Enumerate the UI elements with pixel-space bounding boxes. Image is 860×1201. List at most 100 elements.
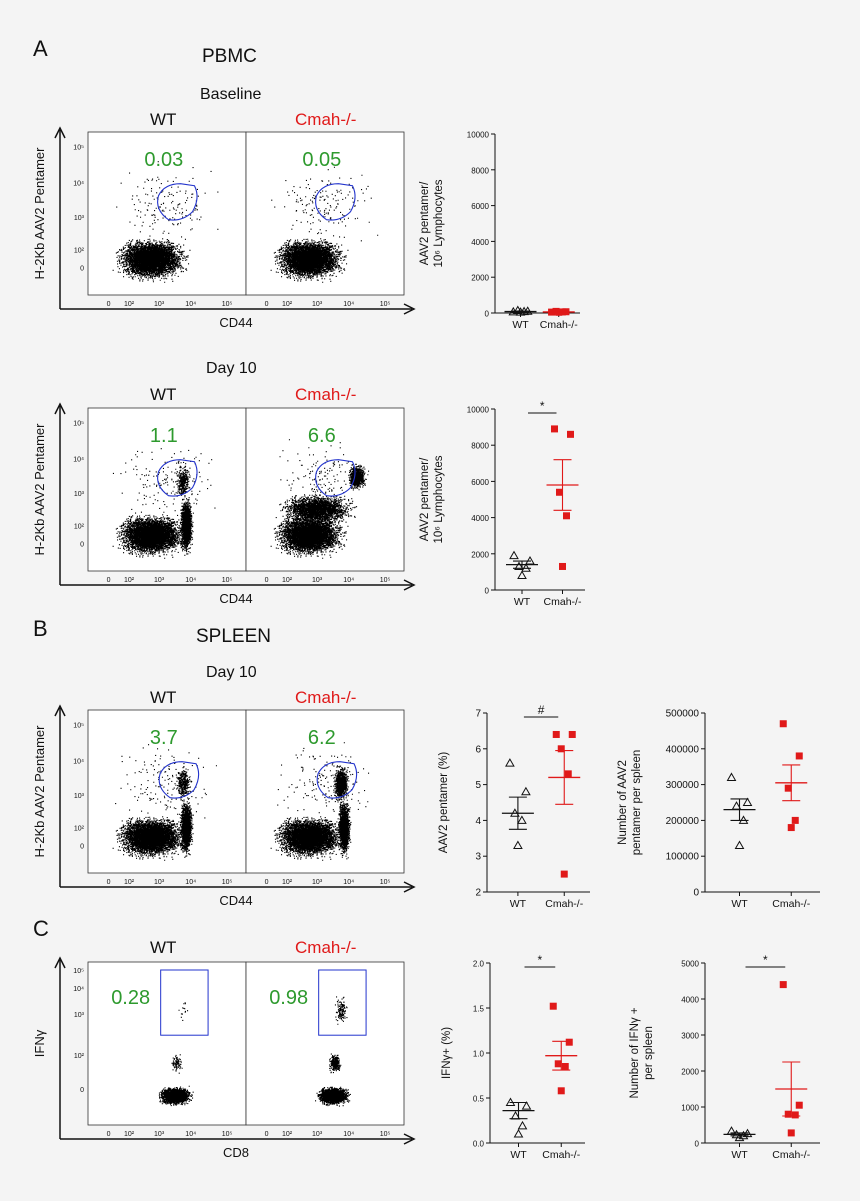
event-cluster (275, 493, 358, 528)
dot-plot-pbmc-day10: 0 2000 4000 6000 8000 10000 WT Cmah-/- AAV2 pent… (419, 399, 585, 608)
event-cluster (333, 765, 349, 803)
data-point (509, 550, 519, 560)
y-tick-label: 10⁵ (73, 968, 84, 975)
dot-plot-spleen-number: 0 100000 200000 300000 400000 500000 WT Cmah-/-… (617, 709, 820, 910)
flow-plot-spleen-day10: 0 10² 10³ 10⁴ 10⁵ 0 10² 10³ 10⁴ 10⁵ 0 10² 10³ 10⁴ 10⁵ C… (32, 704, 416, 908)
data-point (734, 1132, 745, 1142)
x-arrowhead (403, 579, 416, 591)
event-dots (112, 742, 370, 861)
y-tick-label: 10000 (467, 131, 490, 140)
data-point (557, 1087, 565, 1095)
series-wt (723, 772, 756, 849)
data-point (517, 570, 527, 580)
dot-plot-ifng-pct: 0.0 0.5 1.0 1.5 2.0 WT Cmah-/- IFNγ+ (%) * (441, 953, 585, 1161)
x-tick-label-wt: 10² (124, 301, 135, 308)
y-tick-label: 0 (485, 310, 490, 319)
gate-wt (157, 459, 198, 497)
series-ko (775, 720, 808, 832)
series-wt (504, 305, 537, 316)
x-tick-label-wt: 10² (124, 1131, 135, 1138)
y-arrowhead (54, 704, 66, 717)
y-tick-label: 0 (80, 1087, 84, 1094)
x-tick-label-wt: 10³ (154, 1131, 165, 1138)
ko-label-1: Cmah-/- (295, 110, 357, 129)
y-tick-label: 2.0 (473, 960, 485, 969)
x-tick-label-wt: WT (731, 898, 748, 910)
x-tick-label-wt: 10² (124, 879, 135, 886)
data-point (784, 784, 792, 792)
series-wt (506, 550, 538, 580)
gate-ko (315, 459, 356, 497)
data-point (517, 815, 527, 824)
x-tick-label-ko: 0 (265, 1131, 269, 1138)
gate-percentage-wt: 3.7 (150, 727, 178, 749)
x-tick-label-wt: WT (512, 319, 529, 331)
y-axis-title: Number of AAV2 (617, 760, 629, 845)
data-point (787, 824, 795, 832)
significance-marker: * (763, 953, 768, 967)
y-axis-title: 10⁶ Lymphocytes (433, 179, 445, 267)
y-tick-label: 10³ (74, 793, 85, 800)
series-ko (546, 425, 579, 570)
x-tick-label-wt: 10⁵ (222, 879, 233, 886)
y-tick-label: 10³ (74, 215, 85, 222)
flow-plot-pbmc-day10: 0 10² 10³ 10⁴ 10⁵ 0 10² 10³ 10⁴ 10⁵ 0 10² 10³ 10⁴ 10⁵ C… (32, 402, 416, 606)
y-tick-label: 0 (80, 265, 84, 272)
y-tick-label: 6000 (471, 202, 489, 211)
y-tick-label: 10² (74, 523, 85, 530)
data-point (521, 1101, 532, 1110)
y-tick-label: 0 (695, 1140, 700, 1149)
data-point (567, 430, 574, 438)
x-tick-label-ko: 10⁴ (343, 577, 354, 584)
x-tick-label-ko: 10² (282, 577, 293, 584)
x-tick-label-ko: 10⁴ (343, 1131, 354, 1138)
wt-label-1: WT (150, 110, 177, 129)
x-tick-label-wt: 10⁴ (185, 1131, 196, 1138)
event-cluster (270, 512, 349, 559)
data-point (561, 1063, 569, 1070)
x-tick-label-ko: 0 (265, 301, 269, 308)
y-arrowhead (54, 956, 66, 969)
x-tick-label-ko: 10⁵ (380, 301, 391, 308)
y-tick-label: 10² (74, 825, 85, 832)
x-tick-label-ko: Cmah-/- (542, 1149, 580, 1161)
y-axis-title: IFNγ (32, 1029, 47, 1057)
x-tick-label-wt: WT (510, 898, 527, 910)
spleen-title: SPLEEN (196, 626, 271, 647)
gate-percentage-wt: 1.1 (150, 425, 178, 447)
event-cluster (171, 1054, 183, 1074)
data-point (517, 1120, 528, 1130)
event-cluster (270, 814, 349, 861)
gate-percentage-wt: 0.03 (144, 149, 183, 171)
x-tick-label-wt: 10⁵ (222, 301, 233, 308)
y-tick-label: 5000 (681, 960, 699, 969)
y-tick-label: 10³ (74, 491, 85, 498)
gate-ko (316, 761, 358, 799)
y-tick-label: 1.0 (473, 1050, 485, 1059)
x-arrowhead (403, 881, 416, 893)
x-tick-label-ko: 10³ (312, 301, 323, 308)
x-tick-label-ko: Cmah-/- (545, 898, 583, 910)
data-point (521, 786, 531, 796)
gate-percentage-wt: 0.28 (111, 987, 150, 1009)
y-tick-label: 200000 (666, 816, 700, 827)
pbmc-title: PBMC (202, 46, 257, 67)
data-point (564, 770, 572, 778)
x-tick-label-ko: Cmah-/- (544, 596, 582, 608)
y-tick-label: 2000 (681, 1068, 699, 1077)
ko-label-4: Cmah-/- (295, 938, 357, 957)
series-wt (723, 1126, 756, 1142)
y-tick-label: 10⁵ (73, 723, 84, 730)
y-tick-label: 8000 (471, 442, 489, 451)
y-tick-label: 500000 (666, 709, 700, 720)
gate-ko (318, 969, 367, 1036)
x-tick-label-wt: 10⁴ (185, 879, 196, 886)
event-cluster (112, 814, 191, 861)
x-tick-label-ko: Cmah-/- (772, 898, 810, 910)
ko-label-3: Cmah-/- (295, 688, 357, 707)
y-tick-label: 3 (475, 852, 481, 863)
data-point (795, 752, 803, 760)
event-cluster (175, 766, 192, 802)
event-dots (158, 996, 351, 1107)
